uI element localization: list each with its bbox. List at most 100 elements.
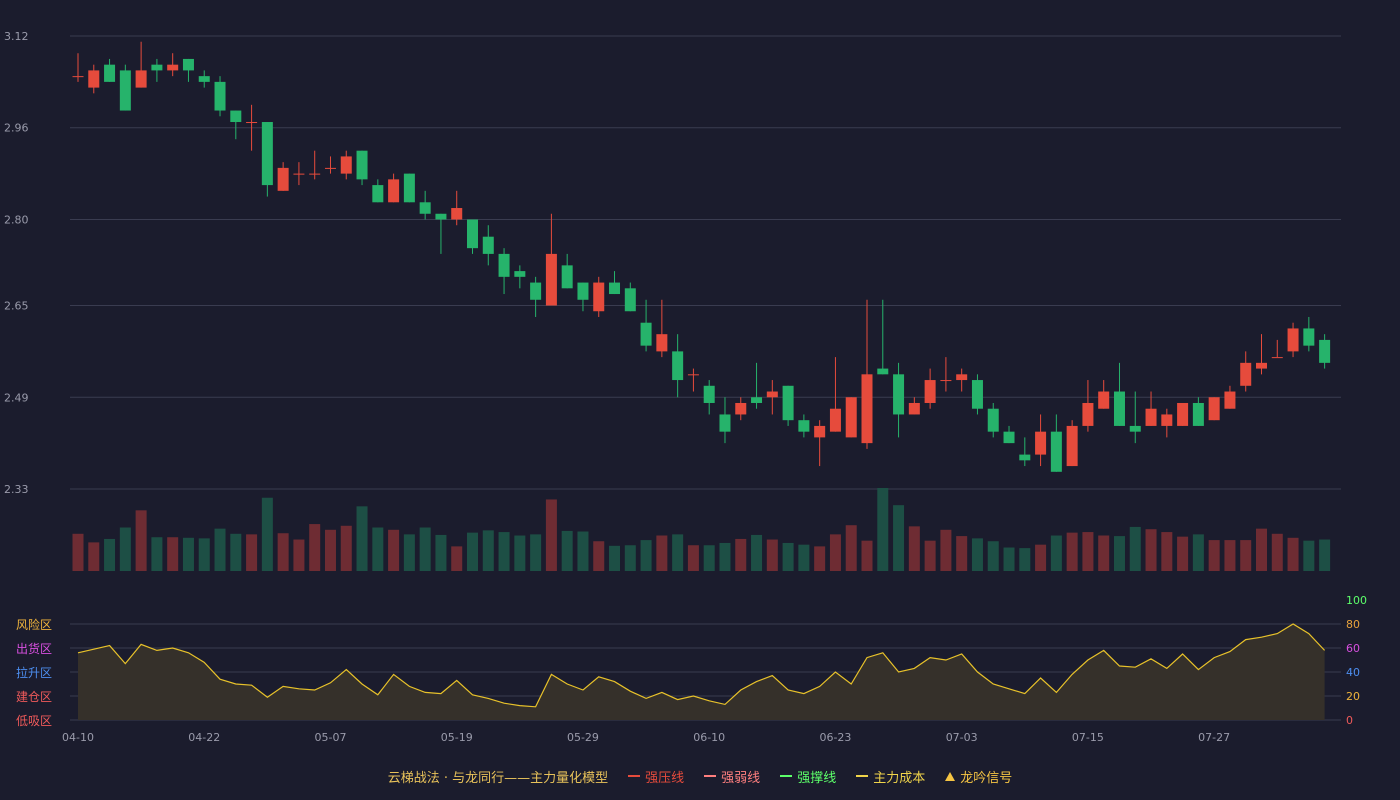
legend-item-main-cost[interactable]: 主力成本 xyxy=(856,767,925,786)
candle-body xyxy=(167,64,179,71)
price-y-tick-label: 2.33 xyxy=(4,483,29,496)
volume-bar xyxy=(214,528,226,571)
candle-body xyxy=(1019,454,1031,461)
oscillator-y-tick-label: 100 xyxy=(1346,594,1367,607)
price-y-tick-label: 2.80 xyxy=(4,213,29,226)
legend-item-strong-support[interactable]: 强撑线 xyxy=(780,767,836,786)
candle-body xyxy=(845,397,857,438)
volume-bar xyxy=(1129,526,1141,571)
candle-body xyxy=(151,64,163,71)
volume-bar xyxy=(309,524,321,571)
candle-body xyxy=(135,70,147,88)
volume-bar xyxy=(861,540,873,571)
x-tick-label: 06-23 xyxy=(819,731,851,744)
candle-body xyxy=(1066,425,1078,467)
candle-body xyxy=(498,253,510,277)
volume-bar xyxy=(956,536,968,571)
zone-label: 出货区 xyxy=(16,641,52,656)
zone-label: 建仓区 xyxy=(16,690,52,704)
zone-label: 低吸区 xyxy=(16,714,52,728)
candle-body xyxy=(798,420,810,432)
candle-body xyxy=(1098,391,1110,409)
oscillator-y-tick-label: 40 xyxy=(1346,666,1360,679)
candle-body xyxy=(1003,431,1015,444)
volume-bar xyxy=(372,527,384,571)
legend-item-strength-line[interactable]: 强弱线 xyxy=(704,767,760,786)
candle-body xyxy=(609,282,621,295)
volume-bar xyxy=(1019,548,1031,571)
candle-body xyxy=(1319,339,1331,363)
strong-pressure-line-icon xyxy=(628,775,641,777)
volume-bar xyxy=(893,505,905,571)
chart-legend: 云梯战法 · 与龙同行——主力量化模型 强压线 强弱线 强撑线 主力成本 龙吟信… xyxy=(0,764,1400,788)
volume-bar xyxy=(135,510,147,571)
x-tick-label: 07-03 xyxy=(946,731,978,744)
candle-body xyxy=(877,368,889,375)
volume-bar xyxy=(451,546,463,571)
legend-item-strong-pressure[interactable]: 强压线 xyxy=(628,767,684,786)
volume-bar xyxy=(498,532,510,571)
oscillator-y-tick-label: 20 xyxy=(1346,690,1360,703)
candle-body xyxy=(782,385,794,421)
volume-bar xyxy=(1224,540,1236,571)
volume-bar xyxy=(908,526,920,571)
volume-bar xyxy=(924,540,936,571)
volume-bar xyxy=(687,545,699,571)
x-tick-label: 06-10 xyxy=(693,731,725,744)
volume-bar xyxy=(577,531,589,571)
volume-bar xyxy=(419,527,431,571)
candle-body xyxy=(1271,357,1283,359)
volume-bar xyxy=(1319,539,1331,571)
volume-bar xyxy=(88,542,100,571)
candle-body xyxy=(388,179,400,203)
volume-bar xyxy=(482,530,494,571)
volume-bar xyxy=(877,488,889,571)
candle-body xyxy=(814,425,826,438)
volume-bar xyxy=(230,533,242,571)
candle-body xyxy=(451,208,463,220)
candle-body xyxy=(1240,362,1252,386)
volume-bar xyxy=(1303,540,1315,571)
zone-label: 拉升区 xyxy=(16,665,52,680)
volume-bar xyxy=(261,497,273,571)
oscillator-y-tick-label: 0 xyxy=(1346,714,1353,727)
volume-bar xyxy=(182,537,194,571)
volume-bar xyxy=(151,537,163,571)
volume-bar xyxy=(467,532,478,571)
zone-label: 风险区 xyxy=(16,617,52,632)
candle-body xyxy=(924,380,936,403)
volume-bar xyxy=(277,533,289,571)
volume-bar xyxy=(435,534,447,571)
candle-body xyxy=(593,282,605,312)
candle-body xyxy=(277,167,289,191)
candle-body xyxy=(435,213,447,220)
volume-bar xyxy=(246,534,258,571)
candle-body xyxy=(640,322,652,346)
volume-bar xyxy=(104,538,116,571)
candle-body xyxy=(1035,431,1047,455)
legend-item-dragon-signal[interactable]: 龙吟信号 xyxy=(945,767,1012,786)
candle-body xyxy=(514,271,526,277)
candle-body xyxy=(956,374,968,381)
volume-bar xyxy=(356,506,368,571)
candle-body xyxy=(545,253,557,306)
volume-bar xyxy=(672,534,684,571)
volume-bar xyxy=(1050,535,1062,571)
volume-bar xyxy=(751,534,763,571)
candle-body xyxy=(703,385,715,403)
volume-bar xyxy=(72,533,84,571)
volume-bar xyxy=(1192,534,1204,571)
volume-bar xyxy=(1256,528,1267,571)
x-tick-label: 05-29 xyxy=(567,731,599,744)
oscillator-y-tick-label: 60 xyxy=(1346,642,1360,655)
candle-body xyxy=(214,81,226,111)
price-y-tick-label: 2.49 xyxy=(4,391,29,404)
candle-body xyxy=(751,397,763,403)
candle-body xyxy=(419,202,431,214)
candle-body xyxy=(1192,402,1204,426)
candle-body xyxy=(1145,408,1157,426)
candle-body xyxy=(1177,402,1189,426)
candle-body xyxy=(482,236,494,254)
candle-body xyxy=(261,122,273,186)
